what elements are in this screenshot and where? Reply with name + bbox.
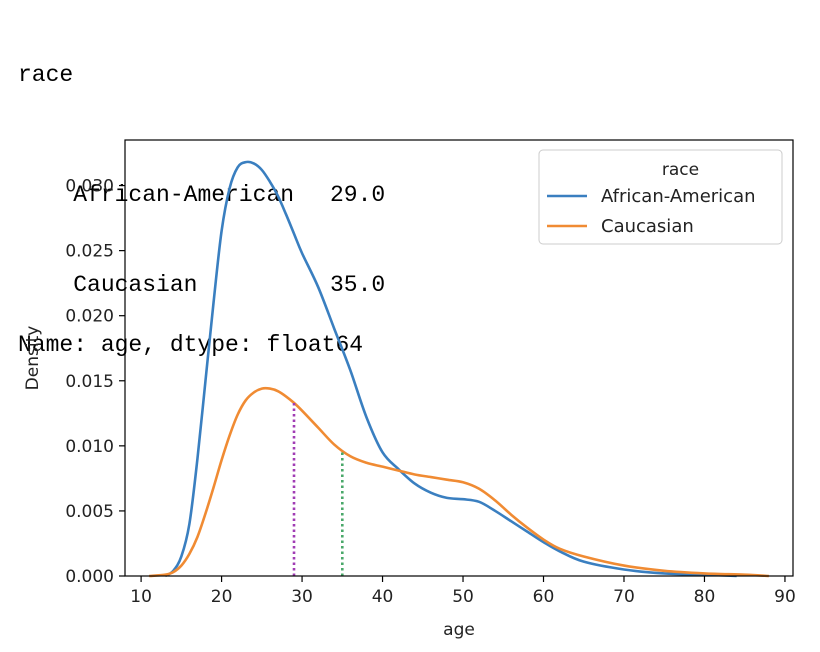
- y-tick-label: 0.010: [65, 437, 114, 457]
- legend-entry: Caucasian: [601, 216, 694, 237]
- x-tick-label: 40: [372, 587, 394, 607]
- console-row-label: Caucasian: [73, 272, 198, 298]
- x-tick-label: 70: [613, 587, 635, 607]
- plot-frame: [124, 139, 794, 577]
- legend: race African-American Caucasian: [538, 149, 783, 245]
- y-tick-label: 0.030: [65, 177, 114, 197]
- y-tick-label: 0.005: [65, 502, 114, 522]
- legend-title: race: [662, 160, 699, 180]
- legend-items: African-American Caucasian: [547, 186, 756, 237]
- x-tick-label: 80: [694, 587, 716, 607]
- y-tick-label: 0.015: [65, 372, 114, 392]
- x-axis: 10 20 30 40 50 60 70 80 90: [130, 576, 796, 607]
- plot-annotations: [292, 402, 344, 576]
- console-footer: Name: age, dtype: float64: [18, 332, 364, 358]
- console-row-value: 35.0: [330, 272, 386, 298]
- y-tick-label: 0.020: [65, 307, 114, 327]
- console-row-caucasian: Caucasian 35.0: [18, 240, 385, 298]
- x-tick-label: 50: [452, 587, 474, 607]
- console-output: race African-American 29.0 Caucasian 35.0 …: [18, 0, 385, 390]
- legend-box: [538, 149, 783, 245]
- y-axis: 0.000 0.005 0.010 0.015 0.020 0.025 0.030: [65, 177, 125, 587]
- x-tick-label: 90: [774, 587, 796, 607]
- x-tick-label: 20: [211, 587, 233, 607]
- y-tick-label: 0.025: [65, 242, 114, 262]
- y-tick-label: 0.000: [65, 567, 114, 587]
- legend-entry: African-American: [601, 186, 756, 207]
- series-line-0: [164, 160, 737, 578]
- x-tick-label: 60: [533, 587, 555, 607]
- x-tick-label: 30: [291, 587, 313, 607]
- x-tick-label: 10: [130, 587, 152, 607]
- plot-lines: [149, 160, 769, 578]
- console-header: race: [18, 62, 74, 88]
- console-row-value: 29.0: [330, 182, 386, 208]
- series-line-1: [149, 386, 769, 578]
- console-row-african-american: African-American 29.0: [18, 150, 385, 208]
- x-axis-label: age: [443, 620, 475, 640]
- y-axis-label: Density: [23, 326, 43, 391]
- console-row-label: African-American: [73, 182, 295, 208]
